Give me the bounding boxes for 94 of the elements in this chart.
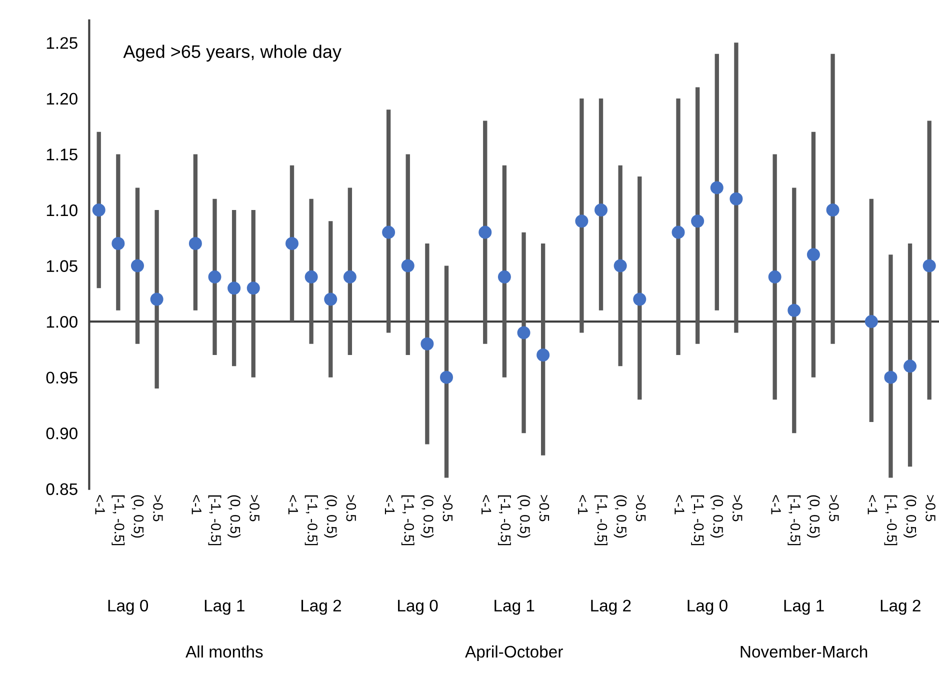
- x-tick-label: <-1: [771, 495, 781, 514]
- point: [208, 270, 222, 284]
- point: [343, 270, 356, 284]
- y-tick-label: 0.90: [46, 428, 78, 440]
- x-tick-label: <-1: [95, 495, 105, 514]
- y-tick-label: 1.20: [46, 92, 78, 105]
- point: [633, 292, 646, 306]
- x-tick-label: >0.5: [539, 495, 550, 522]
- point: [285, 236, 298, 250]
- point: [922, 259, 936, 272]
- y-tick-label: 1.15: [46, 148, 78, 160]
- x-tick-label: (0, 0.5): [517, 495, 530, 538]
- y-tick-label: 1.00: [46, 316, 78, 328]
- x-tick-label: <-1: [674, 495, 684, 514]
- point: [401, 259, 414, 272]
- point: [768, 270, 782, 284]
- x-tick-label: <-1: [288, 495, 298, 514]
- y-tick-label: 1.05: [46, 260, 78, 272]
- text: April-October: [465, 645, 563, 661]
- x-tick-label: >0.5: [636, 495, 646, 522]
- text: Lag 1: [204, 600, 244, 615]
- x-tick-label: >0.5: [346, 495, 356, 522]
- x-tick-label: <-1: [578, 495, 588, 514]
- x-tick-label: >0.5: [829, 495, 839, 522]
- point: [498, 270, 511, 284]
- x-tick-label: (0, 0.5): [324, 495, 338, 538]
- point: [246, 282, 260, 295]
- point: [672, 226, 685, 239]
- point: [536, 348, 550, 362]
- text: Lag 2: [591, 600, 631, 615]
- point: [150, 292, 164, 306]
- x-tick-label: >0.5: [442, 495, 453, 522]
- text: Aged >65 years, whole day: [123, 44, 342, 62]
- point: [806, 248, 820, 262]
- point: [382, 226, 396, 239]
- point: [304, 270, 318, 284]
- x-tick-label: [-1, -0.5]: [594, 495, 608, 546]
- point: [788, 304, 801, 317]
- point: [517, 326, 530, 340]
- text: Lag 2: [880, 600, 920, 615]
- point: [92, 204, 106, 217]
- point: [188, 236, 202, 250]
- x-tick-label: (0, 0.5): [420, 495, 434, 538]
- x-tick-label: (0, 0.5): [904, 495, 917, 538]
- x-tick-label: >0.5: [250, 495, 260, 522]
- y-tick-label: 1.10: [46, 204, 78, 216]
- point: [130, 259, 144, 272]
- point: [826, 204, 840, 217]
- point: [575, 214, 588, 228]
- point: [864, 315, 878, 328]
- x-tick-label: [-1, -0.5]: [112, 495, 125, 546]
- point: [228, 282, 241, 295]
- x-tick-label: (0, 0.5): [614, 495, 627, 538]
- point: [614, 259, 627, 272]
- x-tick-label: <-1: [868, 495, 878, 514]
- x-tick-label: [-1, -0.5]: [691, 495, 704, 546]
- point: [420, 337, 434, 350]
- x-tick-label: [-1, -0.5]: [788, 495, 801, 546]
- x-tick-label: <-1: [384, 495, 395, 514]
- point: [691, 214, 704, 228]
- text: Lag 0: [108, 600, 148, 615]
- text: November-March: [740, 645, 868, 658]
- y-tick-label: 0.85: [46, 483, 78, 496]
- x-tick-label: (0, 0.5): [806, 495, 820, 538]
- point: [112, 236, 125, 250]
- point: [478, 226, 492, 239]
- x-tick-label: >0.5: [153, 495, 163, 522]
- y-tick-label: 0.95: [46, 372, 78, 384]
- point: [730, 192, 743, 206]
- point: [594, 204, 608, 217]
- x-tick-label: [-1, -0.5]: [401, 495, 414, 546]
- x-tick-label: <-1: [482, 495, 492, 514]
- text: Lag 1: [784, 600, 824, 615]
- text: Lag 0: [688, 600, 728, 615]
- text: Lag 1: [494, 600, 534, 615]
- x-tick-label: (0, 0.5): [228, 495, 241, 538]
- text: All months: [186, 645, 263, 658]
- x-tick-label: <-1: [192, 495, 202, 514]
- text: Lag 2: [301, 600, 341, 615]
- point: [884, 370, 898, 384]
- x-tick-label: [-1, -0.5]: [304, 495, 318, 546]
- x-tick-label: >0.5: [926, 495, 936, 522]
- x-tick-label: (0, 0.5): [710, 495, 724, 538]
- x-tick-label: [-1, -0.5]: [208, 495, 222, 546]
- y-tick-label: 1.25: [46, 37, 78, 49]
- text: Lag 0: [398, 600, 438, 615]
- x-tick-label: (0, 0.5): [131, 495, 144, 538]
- x-tick-label: [-1, -0.5]: [884, 495, 898, 546]
- point: [440, 370, 454, 384]
- point: [324, 292, 338, 306]
- point: [904, 360, 917, 373]
- x-tick-label: [-1, -0.5]: [498, 495, 511, 546]
- x-tick-label: >0.5: [732, 495, 742, 522]
- point: [710, 181, 724, 194]
